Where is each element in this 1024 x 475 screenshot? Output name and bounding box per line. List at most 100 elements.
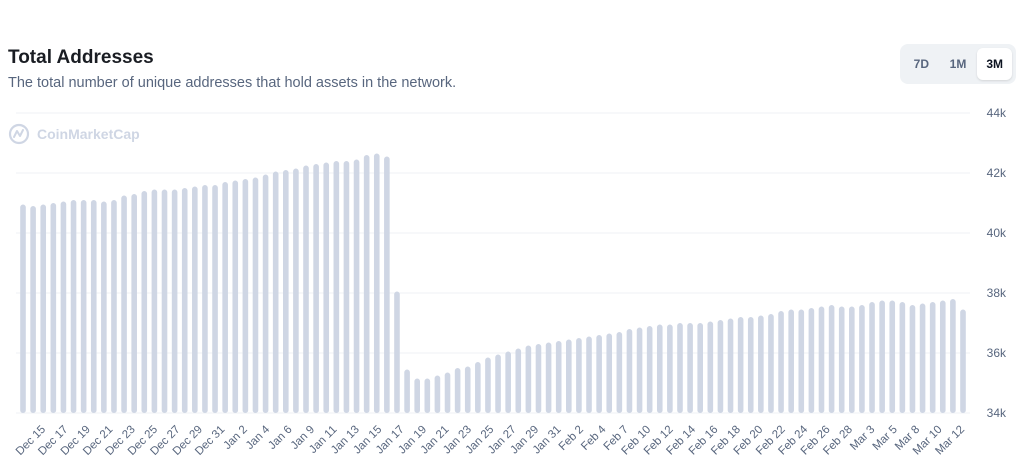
bar[interactable] [70,200,77,413]
bar[interactable] [272,171,279,414]
bar[interactable] [40,204,47,414]
bar[interactable] [80,200,87,413]
bar[interactable] [323,162,330,414]
bar[interactable] [798,309,805,414]
bar[interactable] [121,195,127,414]
bar[interactable] [464,366,471,414]
bar[interactable] [677,323,683,413]
bar[interactable] [30,206,36,413]
bar[interactable] [444,372,451,414]
bar[interactable] [242,179,249,413]
bar[interactable] [161,189,168,414]
bar[interactable] [50,203,57,413]
bar[interactable] [717,320,724,413]
bar[interactable] [333,161,340,413]
bar[interactable] [434,375,441,414]
bar[interactable] [151,189,158,414]
bar[interactable] [828,305,835,413]
bar[interactable] [101,201,107,414]
bar[interactable] [353,159,360,414]
bar[interactable] [596,335,602,413]
bar[interactable] [212,185,218,413]
bar[interactable] [20,204,26,414]
bar[interactable] [404,369,410,414]
bar[interactable] [667,324,673,414]
bar[interactable] [606,333,613,414]
bar[interactable] [282,170,289,413]
bar[interactable] [960,309,966,414]
chart-subtitle: The total number of unique addresses tha… [8,75,457,91]
bar[interactable] [475,362,481,413]
bar[interactable] [555,341,562,413]
bar[interactable] [808,308,815,413]
bar[interactable] [495,354,501,414]
bar[interactable] [454,368,461,413]
bar[interactable] [545,342,552,414]
bar[interactable] [576,338,582,413]
bar[interactable] [414,378,420,414]
bar[interactable] [293,168,299,414]
bar[interactable] [485,357,491,414]
bar[interactable] [303,165,309,414]
bar[interactable] [131,194,137,413]
bar[interactable] [192,186,198,414]
bar[interactable] [929,302,936,413]
bar[interactable] [758,315,764,414]
bar[interactable] [919,303,926,414]
bar[interactable] [869,302,875,413]
bar[interactable] [90,200,97,413]
bar[interactable] [586,336,592,414]
bar[interactable] [171,189,178,414]
bar[interactable] [535,344,542,413]
bar[interactable] [737,317,744,413]
bar[interactable] [707,321,714,414]
bar[interactable] [950,299,956,413]
range-7d-button[interactable]: 7D [904,48,939,80]
bar[interactable] [818,306,825,414]
bar[interactable] [202,185,208,413]
bar[interactable] [525,345,532,414]
bar[interactable] [838,306,845,414]
bar[interactable] [616,332,623,413]
bar[interactable] [181,188,188,413]
bar[interactable] [697,323,704,413]
bar[interactable] [849,306,855,414]
bar[interactable] [909,305,916,413]
bar[interactable] [424,378,431,414]
bar[interactable] [262,174,269,414]
bar[interactable] [505,351,511,414]
bar[interactable] [363,155,370,413]
bar[interactable] [768,314,774,413]
bar[interactable] [232,180,239,414]
bar[interactable] [343,161,350,413]
bar[interactable] [515,348,522,414]
bar[interactable] [879,300,885,414]
bar[interactable] [394,291,400,414]
bar[interactable] [687,323,693,413]
bar[interactable] [788,309,794,414]
x-tick-label: Jan 4 [244,423,273,452]
bar[interactable] [566,339,572,414]
bar[interactable] [646,326,653,413]
bar[interactable] [222,182,228,413]
range-3m-button[interactable]: 3M [977,48,1013,80]
bar[interactable] [859,305,865,413]
bar[interactable] [747,317,754,413]
range-1m-button[interactable]: 1M [941,48,976,80]
bar[interactable] [373,153,380,414]
bar[interactable] [60,201,67,414]
bar[interactable] [313,164,319,413]
bar[interactable] [111,200,117,413]
bar[interactable] [626,329,633,413]
bar[interactable] [384,156,390,414]
bar[interactable] [727,318,734,414]
bar[interactable] [778,311,784,413]
chart-title: Total Addresses [8,47,154,68]
bar[interactable] [636,327,643,414]
bar[interactable] [141,191,148,413]
bar[interactable] [656,324,663,414]
bar[interactable] [939,300,946,414]
bar[interactable] [889,300,896,414]
bar[interactable] [252,177,259,414]
bar[interactable] [899,302,906,413]
